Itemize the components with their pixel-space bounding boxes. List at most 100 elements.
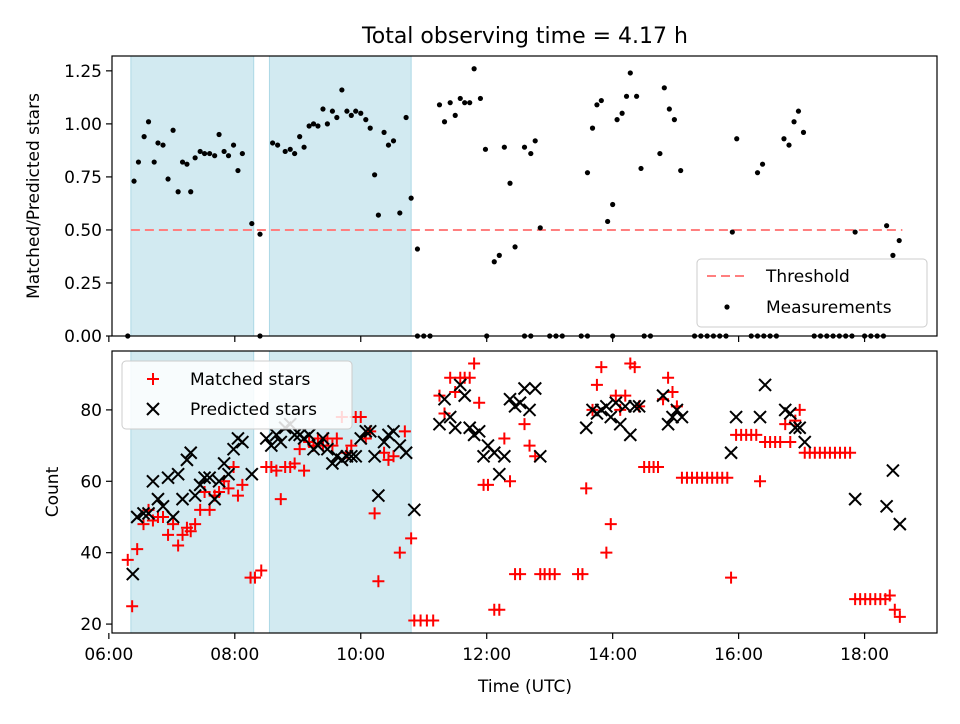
measurement-point bbox=[135, 159, 142, 165]
measurements-legend-icon bbox=[724, 304, 730, 310]
x-tick-label: 06:00 bbox=[84, 645, 133, 665]
bottom-y-tick-label: 40 bbox=[80, 544, 102, 564]
measurement-point bbox=[397, 210, 403, 216]
predicted-point bbox=[151, 492, 165, 506]
predicted-point bbox=[628, 399, 642, 414]
measurement-point bbox=[269, 140, 276, 146]
measurement-point bbox=[584, 170, 591, 176]
measurement-point bbox=[852, 229, 858, 235]
matched-point bbox=[393, 546, 406, 559]
measurement-point bbox=[201, 150, 208, 157]
x-tick-label: 16:00 bbox=[714, 645, 763, 665]
predicted-point bbox=[354, 431, 368, 446]
measurement-point bbox=[197, 148, 203, 155]
measurement-point bbox=[275, 142, 281, 148]
predicted-point bbox=[448, 421, 462, 435]
predicted-point bbox=[197, 471, 212, 485]
top-legend: Threshold Measurements bbox=[696, 258, 928, 328]
measurement-point bbox=[507, 180, 513, 186]
matched-point bbox=[189, 518, 202, 531]
bottom-x-ticks: 06:00 08:00 10:00 12:00 14:00 16:00 18:00 bbox=[84, 633, 889, 665]
matched-point bbox=[725, 571, 738, 584]
measurement-point bbox=[638, 165, 644, 172]
predicted-point bbox=[359, 424, 373, 439]
measurement-point bbox=[598, 97, 604, 104]
predicted-point bbox=[287, 428, 302, 442]
matched-point bbox=[600, 546, 613, 559]
predicted-point bbox=[311, 438, 325, 453]
matched-point bbox=[463, 371, 476, 384]
x-tick-label: 12:00 bbox=[462, 645, 511, 665]
predicted-point bbox=[670, 403, 684, 417]
measurement-point bbox=[282, 148, 288, 155]
measurement-point bbox=[605, 218, 611, 225]
predicted-point bbox=[528, 381, 542, 396]
matched-point bbox=[298, 464, 311, 477]
predicted-point bbox=[221, 467, 236, 481]
matched-point bbox=[121, 553, 134, 566]
matched-point bbox=[779, 418, 792, 431]
measurement-point bbox=[239, 150, 245, 157]
measurement-point bbox=[170, 127, 176, 133]
matched-point bbox=[227, 461, 240, 474]
measurement-point bbox=[759, 161, 766, 167]
measurement-point bbox=[165, 176, 171, 182]
measurement-point bbox=[786, 142, 792, 148]
predicted-point bbox=[472, 424, 486, 439]
top-y-tick-label: 1.25 bbox=[64, 62, 102, 82]
top-y-ticks: 0.00 0.25 0.50 0.75 1.00 1.25 bbox=[64, 62, 112, 347]
predicted-point bbox=[632, 399, 646, 414]
x-tick-label: 18:00 bbox=[840, 645, 889, 665]
matched-point bbox=[518, 418, 531, 431]
predicted-point bbox=[665, 410, 680, 424]
measurement-point bbox=[320, 106, 326, 112]
matched-point bbox=[270, 464, 283, 477]
measurement-point bbox=[353, 108, 359, 114]
matched-point bbox=[231, 489, 244, 502]
predicted-point bbox=[675, 410, 689, 424]
matched-point bbox=[372, 575, 385, 588]
measurement-point bbox=[257, 231, 263, 237]
top-y-tick-label: 0.50 bbox=[64, 221, 102, 241]
measurement-point bbox=[496, 252, 502, 258]
matched-point bbox=[438, 407, 451, 420]
measurement-point bbox=[390, 138, 397, 144]
predicted-point bbox=[879, 499, 894, 513]
measurement-point bbox=[145, 119, 152, 125]
measurement-point bbox=[452, 112, 458, 118]
matched-point bbox=[774, 436, 787, 449]
predicted-point bbox=[386, 424, 401, 439]
measurement-point bbox=[315, 123, 321, 129]
measurement-point bbox=[884, 223, 890, 229]
predicted-point bbox=[407, 503, 421, 517]
matched-point bbox=[750, 428, 763, 441]
measurement-point bbox=[623, 93, 630, 99]
measurement-point bbox=[532, 138, 538, 144]
matched-point bbox=[498, 432, 511, 445]
predicted-point bbox=[259, 431, 274, 446]
matched-point bbox=[387, 450, 400, 463]
predicted-point bbox=[793, 421, 807, 435]
predicted-point bbox=[798, 435, 812, 449]
predicted-point bbox=[613, 417, 627, 431]
measurement-point bbox=[501, 144, 507, 150]
predicted-point bbox=[202, 471, 217, 485]
matched-point bbox=[444, 371, 457, 384]
matched-point bbox=[721, 471, 734, 484]
matched-point bbox=[345, 439, 358, 452]
measurement-point bbox=[890, 252, 896, 258]
predicted-point bbox=[453, 378, 467, 392]
measurement-point bbox=[477, 95, 484, 102]
matched-point bbox=[157, 510, 170, 523]
bottom-y-axis-label: Count bbox=[43, 466, 63, 517]
measurement-point bbox=[471, 66, 477, 72]
matched-point bbox=[590, 378, 603, 391]
measurement-point bbox=[414, 246, 421, 252]
predicted-point bbox=[245, 467, 259, 481]
measurement-point bbox=[594, 102, 600, 108]
measurement-point bbox=[131, 178, 137, 184]
matched-point bbox=[172, 539, 185, 552]
predicted-points bbox=[126, 378, 907, 581]
measurement-point bbox=[781, 136, 787, 142]
